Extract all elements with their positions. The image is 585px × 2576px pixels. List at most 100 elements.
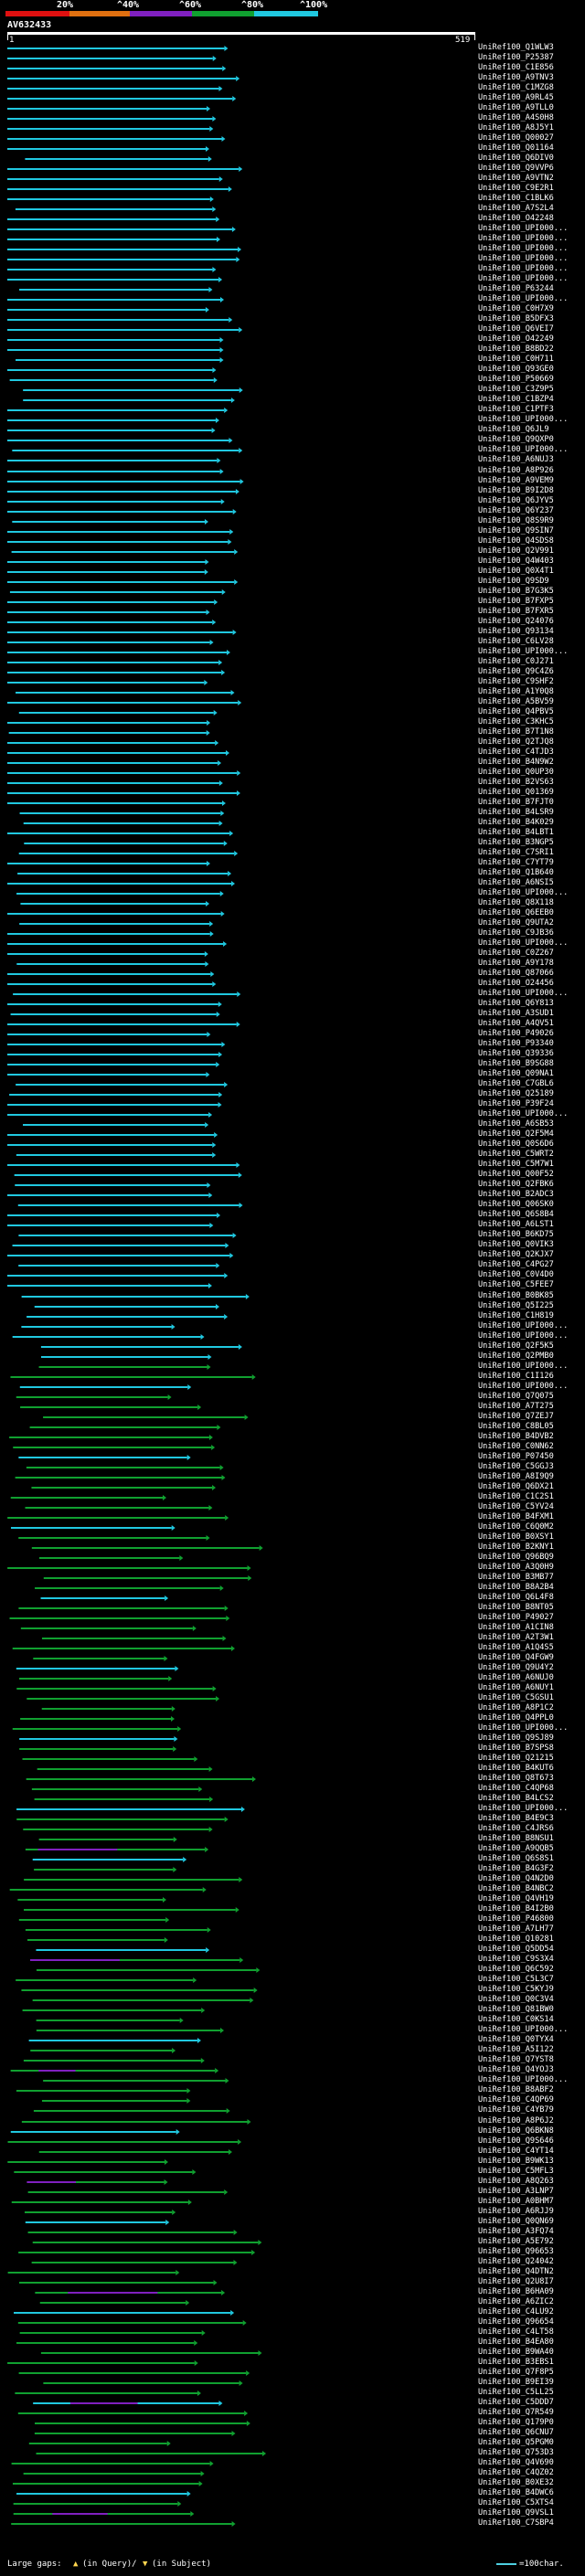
hit-row[interactable] [7,497,475,506]
hit-row[interactable] [7,1231,475,1240]
hit-name[interactable]: UniRef100_C1BLK6 [478,194,554,204]
hit-row[interactable] [7,195,475,204]
hit-row[interactable] [7,648,475,657]
hit-name[interactable]: UniRef100_B4EA80 [478,2337,554,2347]
hit-row[interactable] [7,325,475,334]
hit-name[interactable]: UniRef100_C3KHC5 [478,716,554,726]
hit-row[interactable] [7,2359,475,2368]
hit-name[interactable]: UniRef100_A2T3W1 [478,1632,554,1642]
hit-name[interactable]: UniRef100_UPI000... [478,2075,569,2085]
hit-name[interactable]: UniRef100_Q0VIK3 [478,1240,554,1250]
hit-name[interactable]: UniRef100_Q9S646 [478,2136,554,2146]
hit-name[interactable]: UniRef100_P50669 [478,375,554,385]
hit-name[interactable]: UniRef100_P07450 [478,1451,554,1461]
hit-row[interactable] [7,1553,475,1563]
hit-name[interactable]: UniRef100_Q9VVP6 [478,164,554,174]
hit-name[interactable]: UniRef100_A6SB53 [478,1119,554,1129]
hit-row[interactable] [7,2439,475,2448]
hit-row[interactable] [7,64,475,73]
hit-row[interactable] [7,1221,475,1230]
hit-name[interactable]: UniRef100_C4JRS6 [478,1824,554,1834]
hit-row[interactable] [7,949,475,959]
hit-row[interactable] [7,799,475,808]
hit-row[interactable] [7,1030,475,1039]
hit-row[interactable] [7,1795,475,1804]
hit-row[interactable] [7,658,475,667]
hit-row[interactable] [7,456,475,465]
hit-name[interactable]: UniRef100_B8NT05 [478,1602,554,1612]
hit-name[interactable]: UniRef100_C9S3X4 [478,1955,554,1965]
hit-row[interactable] [7,1594,475,1603]
hit-row[interactable] [7,2298,475,2307]
hit-row[interactable] [7,970,475,979]
hit-name[interactable]: UniRef100_C3Z9P5 [478,385,554,395]
hit-row[interactable] [7,1090,475,1099]
hit-row[interactable] [7,436,475,445]
hit-row[interactable] [7,285,475,294]
hit-name[interactable]: UniRef100_Q4VH19 [478,1894,554,1904]
hit-name[interactable]: UniRef100_Q6EEB0 [478,908,554,918]
hit-row[interactable] [7,245,475,254]
hit-name[interactable]: UniRef100_UPI000... [478,234,569,244]
hit-row[interactable] [7,44,475,53]
hit-name[interactable]: UniRef100_C1MZG8 [478,83,554,93]
hit-name[interactable]: UniRef100_A8P6J2 [478,2115,554,2125]
hit-name[interactable]: UniRef100_Q9SJ89 [478,1733,554,1744]
hit-name[interactable]: UniRef100_B7FXR5 [478,606,554,616]
hit-row[interactable] [7,54,475,63]
hit-name[interactable]: UniRef100_Q179P0 [478,2417,554,2427]
hit-name[interactable]: UniRef100_Q96BQ9 [478,1552,554,1562]
hit-name[interactable]: UniRef100_UPI000... [478,445,569,455]
hit-row[interactable] [7,2168,475,2177]
hit-name[interactable]: UniRef100_Q753D3 [478,2447,554,2457]
hit-row[interactable] [7,919,475,928]
hit-name[interactable]: UniRef100_C6Q0M2 [478,1521,554,1532]
hit-row[interactable] [7,758,475,768]
hit-name[interactable]: UniRef100_A7S2L4 [478,204,554,214]
hit-name[interactable]: UniRef100_A7LH77 [478,1924,554,1935]
hit-row[interactable] [7,718,475,727]
hit-name[interactable]: UniRef100_A6RJJ9 [478,2206,554,2216]
hit-row[interactable] [7,2409,475,2418]
hit-name[interactable]: UniRef100_P63244 [478,284,554,294]
hit-row[interactable] [7,1654,475,1663]
hit-name[interactable]: UniRef100_Q7R549 [478,2407,554,2417]
hit-row[interactable] [7,557,475,567]
hit-row[interactable] [7,2157,475,2167]
hit-row[interactable] [7,295,475,304]
hit-name[interactable]: UniRef100_C4QZ02 [478,2467,554,2477]
hit-name[interactable]: UniRef100_C4QP69 [478,2095,554,2105]
hit-name[interactable]: UniRef100_UPI000... [478,1381,569,1391]
hit-row[interactable] [7,1966,475,1975]
hit-row[interactable] [7,1020,475,1029]
hit-name[interactable]: UniRef100_B4LSR9 [478,807,554,817]
hit-name[interactable]: UniRef100_Q8X118 [478,898,554,908]
hit-name[interactable]: UniRef100_A6NUY1 [478,1682,554,1692]
hit-name[interactable]: UniRef100_C7YT79 [478,857,554,867]
hit-row[interactable] [7,114,475,123]
hit-name[interactable]: UniRef100_Q4PBV5 [478,706,554,716]
hit-row[interactable] [7,366,475,375]
hit-name[interactable]: UniRef100_C6LV28 [478,636,554,646]
hit-name[interactable]: UniRef100_A9VTN2 [478,174,554,184]
hit-row[interactable] [7,1574,475,1583]
hit-name[interactable]: UniRef100_B4LBT1 [478,827,554,837]
hit-name[interactable]: UniRef100_Q6S8S1 [478,1854,554,1864]
hit-row[interactable] [7,335,475,345]
hit-name[interactable]: UniRef100_Q96653 [478,2246,554,2256]
hit-name[interactable]: UniRef100_P49027 [478,1612,554,1622]
hit-name[interactable]: UniRef100_C1H819 [478,1310,554,1320]
hit-row[interactable] [7,2096,475,2105]
hit-row[interactable] [7,537,475,546]
hit-row[interactable] [7,154,475,164]
hit-name[interactable]: UniRef100_P46800 [478,1914,554,1924]
hit-row[interactable] [7,618,475,627]
hit-name[interactable]: UniRef100_Q9QXP0 [478,435,554,445]
hit-name[interactable]: UniRef100_UPI000... [478,989,569,999]
hit-row[interactable] [7,1302,475,1311]
hit-row[interactable] [7,2218,475,2227]
hit-name[interactable]: UniRef100_C5L3C7 [478,1975,554,1985]
hit-row[interactable] [7,1754,475,1764]
hit-row[interactable] [7,2489,475,2498]
hit-name[interactable]: UniRef100_UPI000... [478,1723,569,1733]
